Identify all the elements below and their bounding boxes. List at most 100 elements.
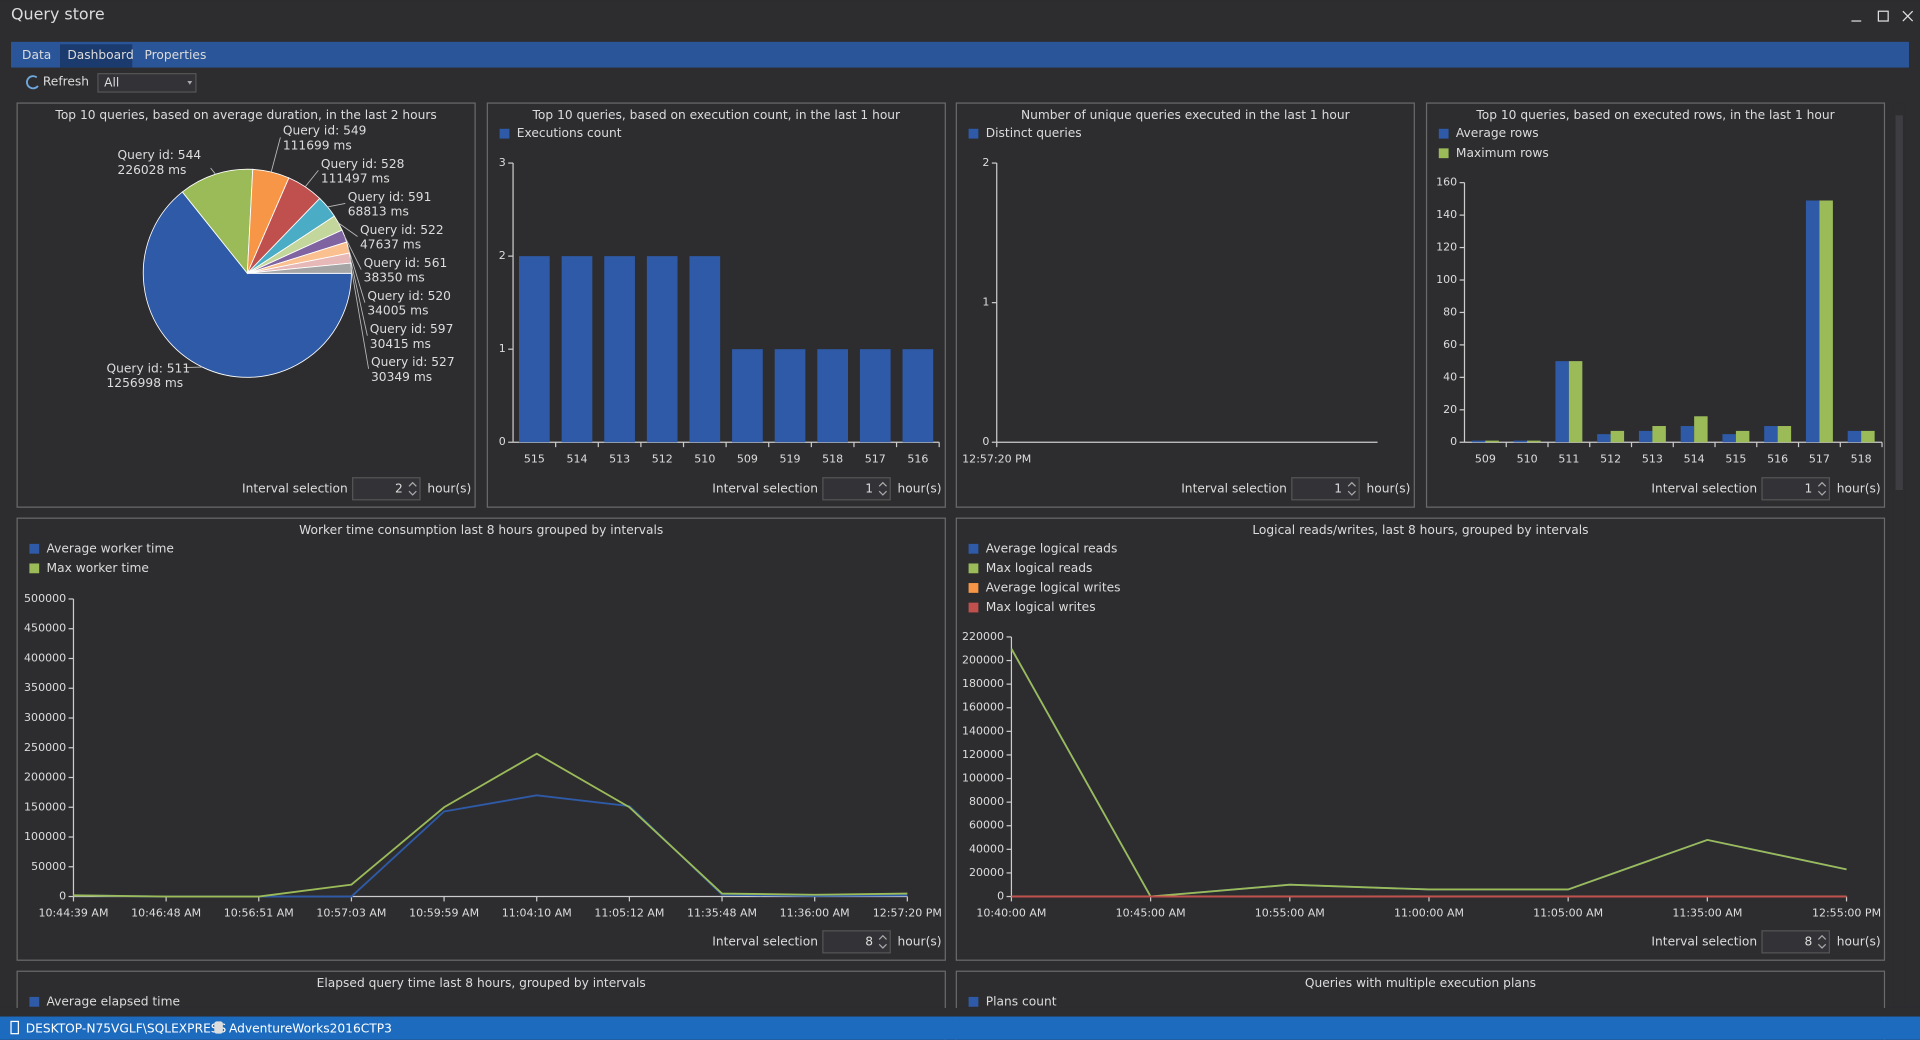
legend-label: Average worker time [47, 541, 174, 555]
interval-unit: hour(s) [898, 934, 942, 948]
x-tick-label: 509 [1475, 452, 1496, 465]
chart-title: Number of unique queries executed in the… [1021, 108, 1351, 122]
tab[interactable]: Dashboard [67, 48, 133, 62]
x-tick-label: 511 [1558, 452, 1579, 465]
x-tick-label: 512 [652, 452, 673, 465]
y-tick-label: 2 [982, 156, 989, 169]
window-title: Query store [11, 4, 105, 23]
active-tab [60, 44, 133, 68]
x-tick-label: 515 [1725, 452, 1746, 465]
y-tick-label: 80 [1443, 305, 1457, 318]
x-tick-label: 11:35:00 AM [1672, 907, 1742, 920]
x-tick-label: 509 [737, 452, 758, 465]
bar [1777, 426, 1792, 443]
leader-line [349, 257, 368, 336]
y-tick-label: 180000 [962, 677, 1004, 690]
y-tick-label: 80000 [969, 795, 1004, 808]
scroll-thumb[interactable] [1895, 115, 1903, 490]
legend-label: Average logical writes [986, 580, 1121, 594]
interval-spinner[interactable] [822, 930, 891, 954]
x-tick-label: 518 [822, 452, 843, 465]
leader-line [304, 170, 319, 188]
x-tick-label: 510 [1517, 452, 1538, 465]
bar [1485, 440, 1499, 443]
interval-spinner[interactable] [1761, 930, 1830, 954]
x-tick-label: 12:57:20 PM [962, 452, 1031, 465]
y-tick-label: 0 [499, 435, 506, 448]
slice-value: 34005 ms [367, 304, 428, 318]
x-tick-label: 11:05:00 AM [1533, 907, 1603, 920]
y-tick-label: 250000 [24, 741, 66, 754]
interval-spinner[interactable] [1291, 477, 1360, 501]
legend-swatch [968, 128, 979, 139]
filter-value[interactable]: All [104, 75, 119, 89]
refresh-button[interactable]: Refresh [43, 75, 89, 89]
x-tick-label: 519 [780, 452, 801, 465]
y-tick-label: 140000 [962, 724, 1004, 737]
x-tick-label: 12:55:00 PM [1812, 907, 1881, 920]
chart-title: Top 10 queries, based on average duratio… [54, 108, 436, 122]
mask [0, 1007, 1920, 1017]
tab[interactable]: Properties [144, 48, 206, 62]
bar [561, 256, 593, 443]
chart-title: Elapsed query time last 8 hours, grouped… [317, 976, 646, 990]
refresh-icon [26, 75, 39, 90]
server-icon [10, 1020, 19, 1035]
dashboard: Top 10 queries, based on average duratio… [16, 102, 1886, 1040]
slice-value: 47637 ms [360, 238, 421, 252]
bar [1722, 434, 1736, 443]
interval-spinner[interactable] [1761, 477, 1830, 501]
legend-label: Plans count [986, 994, 1057, 1008]
bar [1805, 200, 1820, 443]
x-tick-label: 12:57:20 PM [873, 907, 942, 920]
bar [1527, 440, 1541, 443]
x-tick-label: 510 [694, 452, 715, 465]
maximize[interactable] [1877, 10, 1889, 22]
y-tick-label: 1 [982, 296, 989, 309]
leader-line [347, 247, 366, 303]
bar [1610, 430, 1625, 443]
interval-label: Interval selection [1651, 481, 1757, 495]
chart-title: Top 10 queries, based on executed rows, … [1475, 108, 1835, 122]
bar [1764, 426, 1778, 443]
tab[interactable]: Data [22, 48, 51, 62]
interval-spinner[interactable] [352, 477, 421, 501]
window-controls[interactable] [1851, 10, 1914, 22]
x-tick-label: 517 [1809, 452, 1830, 465]
interval-unit: hour(s) [898, 481, 942, 495]
x-tick-label: 513 [609, 452, 630, 465]
legend-swatch [29, 996, 40, 1007]
y-tick-label: 350000 [24, 681, 66, 694]
bar [1597, 434, 1611, 443]
y-tick-label: 0 [59, 890, 66, 903]
y-tick-label: 3 [499, 156, 506, 169]
bar [1638, 430, 1653, 443]
spinner-arrows [1817, 481, 1827, 496]
interval-spinner[interactable] [822, 477, 891, 501]
y-tick-label: 150000 [24, 800, 66, 813]
x-tick-label: 514 [1684, 452, 1705, 465]
x-tick-label: 10:55:00 AM [1255, 907, 1325, 920]
panel [955, 102, 1415, 508]
legend-swatch [1438, 148, 1449, 159]
y-tick-label: 60 [1443, 338, 1457, 351]
bar [902, 349, 934, 443]
y-tick-label: 100 [1436, 273, 1457, 286]
interval-label: Interval selection [712, 934, 818, 948]
x-tick-label: 11:35:48 AM [687, 907, 757, 920]
filter-combo[interactable] [97, 73, 197, 93]
line-series [73, 752, 908, 898]
slice-value: 68813 ms [348, 205, 409, 219]
bar [774, 349, 806, 443]
bar [1555, 361, 1569, 443]
close[interactable] [1902, 10, 1914, 22]
leader-line [210, 167, 216, 175]
legend-swatch [968, 563, 979, 574]
y-tick-label: 400000 [24, 651, 66, 664]
legend-swatch [1438, 128, 1449, 139]
pie-slice [181, 168, 254, 275]
status-bar [0, 1016, 1920, 1040]
y-tick-label: 200000 [24, 771, 66, 784]
y-tick-label: 20000 [969, 866, 1004, 879]
y-tick-label: 300000 [24, 711, 66, 724]
